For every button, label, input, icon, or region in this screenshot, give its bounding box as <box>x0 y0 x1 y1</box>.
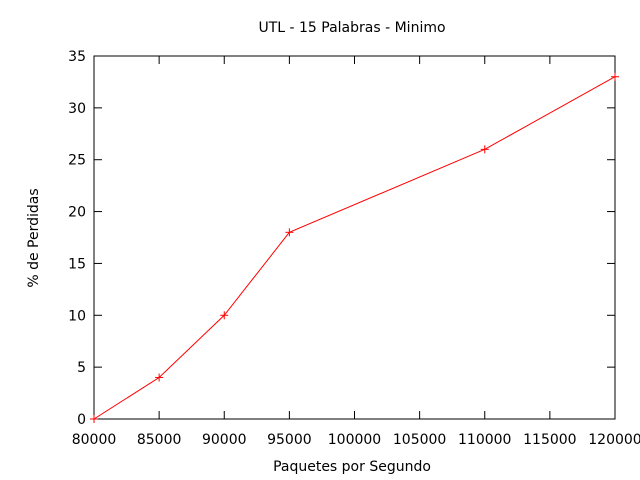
x-tick-label: 105000 <box>393 432 446 448</box>
data-point-marker <box>220 311 229 320</box>
data-point-marker <box>285 228 294 237</box>
x-tick-label: 85000 <box>137 432 182 448</box>
x-tick-label: 120000 <box>588 432 640 448</box>
y-axis-label: % de Perdidas <box>26 188 42 287</box>
y-tick-label: 30 <box>68 101 86 117</box>
data-point-marker <box>90 415 98 423</box>
x-tick-label: 90000 <box>202 432 247 448</box>
chart-title: UTL - 15 Palabras - Minimo <box>258 20 445 36</box>
x-axis-label: Paquetes por Segundo <box>273 459 431 475</box>
y-tick-label: 35 <box>68 49 86 65</box>
ticks-layer: 0 5 10 15 20 25 30 35 80000 85000 90000 95000 100000… <box>68 49 640 448</box>
y-tick-label: 25 <box>68 153 86 169</box>
y-tick-label: 10 <box>68 308 86 324</box>
data-point-marker <box>611 72 619 81</box>
y-tick-label: 20 <box>68 205 86 221</box>
y-tick-label: 0 <box>77 412 86 428</box>
data-point-marker <box>155 373 164 382</box>
x-tick-label: 95000 <box>267 432 312 448</box>
x-tick-label: 115000 <box>523 432 576 448</box>
data-point-marker <box>480 145 489 154</box>
x-tick-label: 80000 <box>72 432 117 448</box>
y-tick-label: 15 <box>68 256 86 272</box>
series-line <box>93 76 616 420</box>
x-tick-label: 110000 <box>458 432 511 448</box>
x-tick-label: 100000 <box>328 432 381 448</box>
series-layer <box>90 72 619 423</box>
y-tick-label: 5 <box>77 360 86 376</box>
